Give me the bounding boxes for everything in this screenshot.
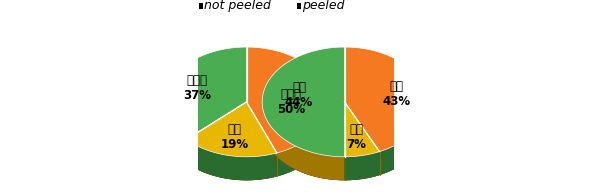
- Polygon shape: [187, 104, 329, 180]
- Polygon shape: [345, 47, 427, 152]
- Polygon shape: [187, 102, 277, 157]
- Ellipse shape: [262, 71, 427, 180]
- Polygon shape: [262, 102, 379, 180]
- Bar: [199, 3, 203, 9]
- Polygon shape: [246, 47, 329, 153]
- Text: 도라지
50%: 도라지 50%: [277, 88, 305, 116]
- Polygon shape: [164, 105, 329, 176]
- Text: 인삼
44%: 인삼 44%: [285, 81, 313, 109]
- Text: 더덕
19%: 더덕 19%: [221, 123, 249, 151]
- Ellipse shape: [164, 71, 329, 180]
- Text: 더덕
7%: 더덕 7%: [346, 123, 366, 151]
- Polygon shape: [262, 104, 427, 180]
- Polygon shape: [345, 103, 427, 180]
- Polygon shape: [164, 104, 277, 180]
- Text: not peeled: not peeled: [204, 0, 271, 12]
- Text: 인삼
43%: 인삼 43%: [382, 80, 411, 108]
- Polygon shape: [164, 47, 246, 140]
- Bar: [297, 3, 301, 9]
- Polygon shape: [345, 102, 379, 157]
- Polygon shape: [262, 47, 345, 157]
- Text: 도라지
37%: 도라지 37%: [183, 74, 212, 102]
- Text: peeled: peeled: [303, 0, 345, 12]
